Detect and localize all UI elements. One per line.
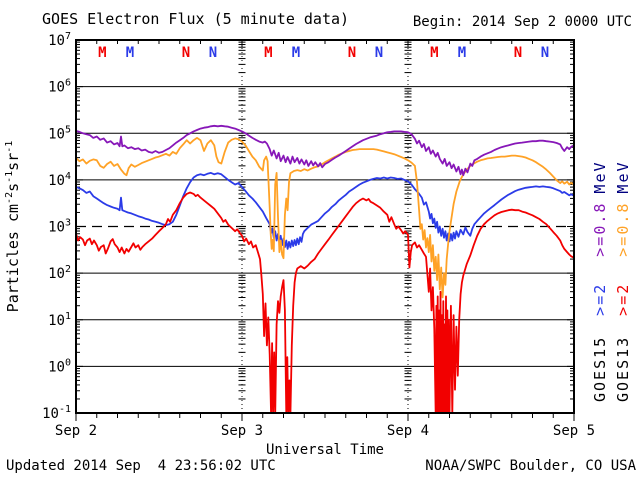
time-marker-N: N (375, 45, 383, 61)
x-tick-label: Sep 3 (221, 423, 263, 439)
legend-entry-2: >=2 (591, 282, 609, 316)
time-marker-M: M (292, 45, 300, 61)
legend-entry-mev: MeV (591, 160, 609, 194)
y-tick-label-1e0: 100 (48, 357, 71, 375)
x-tick-label: Sep 5 (553, 423, 595, 439)
series-goes15-0.8-mev (76, 124, 574, 177)
time-marker-N: N (182, 45, 190, 61)
y-tick-label-1e2: 102 (48, 264, 71, 282)
y-tick-label-1e5: 105 (48, 124, 71, 142)
y-tick-label-1e-1: 10-1 (42, 404, 71, 422)
x-axis-label: Universal Time (265, 442, 384, 458)
time-marker-N: N (541, 45, 549, 61)
time-marker-M: M (126, 45, 134, 61)
time-marker-N: N (209, 45, 217, 61)
y-tick-label-1e4: 104 (48, 171, 71, 189)
legend-entry-mev: MeV (614, 160, 632, 194)
legend-goes13: GOES13 >=2 >=0.8 MeV (614, 102, 632, 402)
time-marker-M: M (264, 45, 272, 61)
legend-entry-0.8: >=0.8 (591, 201, 609, 257)
time-marker-M: M (430, 45, 438, 61)
legend-entry-goes15: GOES15 (591, 335, 609, 402)
x-tick-label: Sep 4 (387, 423, 429, 439)
plot-border (75, 39, 575, 414)
series-goes15-2-mev (76, 171, 574, 250)
time-marker-N: N (514, 45, 522, 61)
time-marker-M: M (98, 45, 106, 61)
legend-entry-goes13: GOES13 (614, 335, 632, 402)
legend-entry-0.8: >=0.8 (614, 201, 632, 257)
y-tick-label-1e7: 107 (48, 31, 71, 49)
series-goes13-0.8-mev (76, 136, 574, 299)
x-tick-label: Sep 2 (55, 423, 97, 439)
chart-title: GOES Electron Flux (5 minute data) (42, 10, 350, 28)
y-tick-label-1e3: 103 (48, 218, 71, 236)
legend-goes15: GOES15 >=2 >=0.8 MeV (591, 102, 609, 402)
legend-entry-2: >=2 (614, 282, 632, 316)
y-tick-label-1e1: 101 (48, 311, 71, 329)
updated-timestamp: Updated 2014 Sep 4 23:56:02 UTC (6, 458, 276, 474)
time-marker-M: M (458, 45, 466, 61)
y-tick-label-1e6: 106 (48, 78, 71, 96)
time-marker-N: N (348, 45, 356, 61)
begin-time-label: Begin: 2014 Sep 2 0000 UTC (412, 14, 632, 30)
series-goes13-2-mev (76, 191, 574, 413)
credit-label: NOAA/SWPC Boulder, CO USA (425, 458, 636, 474)
